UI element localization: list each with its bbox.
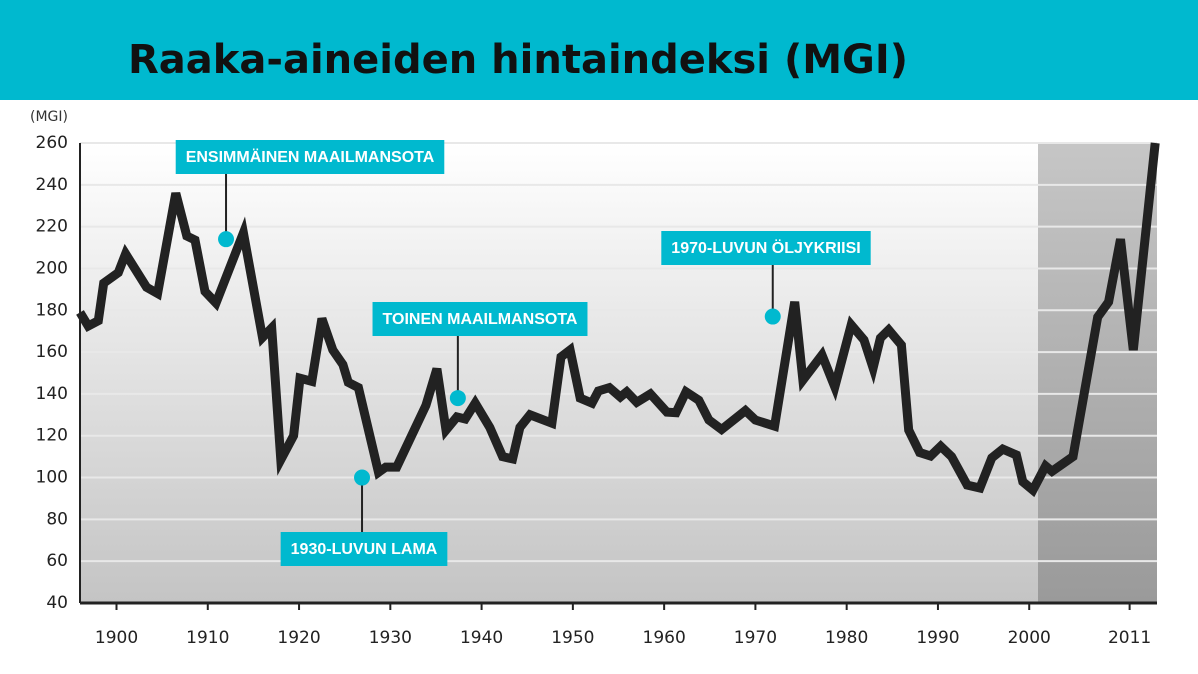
annotation-dot xyxy=(218,231,235,248)
annotation-dot xyxy=(764,308,781,325)
x-tick-label: 1900 xyxy=(95,628,138,648)
y-axis-label: (MGI) xyxy=(30,109,68,125)
annotation-label: ENSIMMÄINEN MAAILMANSOTA xyxy=(186,148,435,166)
x-tick-label: 1970 xyxy=(734,628,777,648)
x-tick-label: 1950 xyxy=(551,628,594,648)
annotation-box xyxy=(280,532,448,566)
x-tick-label: 1960 xyxy=(643,628,686,648)
annotation-dot xyxy=(449,390,466,407)
y-tick-label: 240 xyxy=(36,175,68,195)
y-tick-label: 100 xyxy=(36,468,68,488)
annotation-label: TOINEN MAAILMANSOTA xyxy=(383,311,578,328)
title-banner xyxy=(0,0,1198,100)
annotation-box xyxy=(372,302,588,336)
y-tick-label: 60 xyxy=(46,551,68,571)
annotation-label: 1970-LUVUN ÖLJYKRIISI xyxy=(671,238,860,257)
y-tick-label: 120 xyxy=(36,426,68,446)
annotation-box xyxy=(661,231,871,265)
x-tick-label: 1940 xyxy=(460,628,503,648)
x-tick-label: 2000 xyxy=(1008,628,1051,648)
x-tick-label: 1920 xyxy=(277,628,320,648)
y-tick-label: 180 xyxy=(36,300,68,320)
y-tick-label: 40 xyxy=(46,593,68,613)
x-tick-label: 1980 xyxy=(825,628,868,648)
data-line xyxy=(76,142,1160,498)
plot-area xyxy=(80,143,1157,603)
y-tick-label: 200 xyxy=(36,258,68,278)
y-tick-label: 140 xyxy=(36,384,68,404)
y-tick-label: 260 xyxy=(36,133,68,153)
annotation-label: 1930-LUVUN LAMA xyxy=(291,541,438,558)
chart-title: Raaka-aineiden hintaindeksi (MGI) xyxy=(128,37,908,83)
y-tick-label: 160 xyxy=(36,342,68,362)
y-tick-label: 220 xyxy=(36,217,68,237)
x-tick-label: 1930 xyxy=(369,628,412,648)
annotation-dot xyxy=(354,469,371,486)
y-tick-label: 80 xyxy=(46,509,68,529)
shaded-period xyxy=(1038,143,1157,603)
annotation-box xyxy=(175,140,445,174)
x-tick-label: 2011 xyxy=(1108,628,1151,648)
x-tick-label: 1990 xyxy=(916,628,959,648)
x-tick-label: 1910 xyxy=(186,628,229,648)
